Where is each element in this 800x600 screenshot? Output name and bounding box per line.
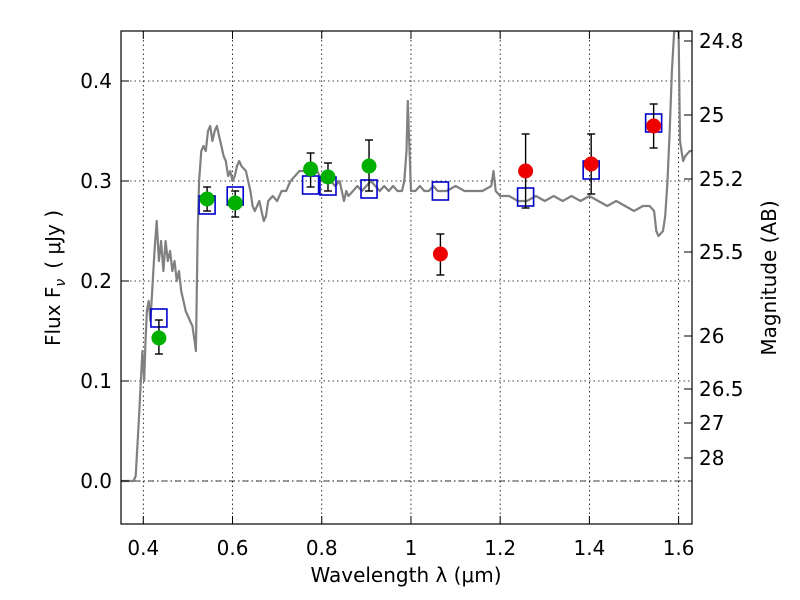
y-axis-label-left: Flux Fν ( μJy ) bbox=[41, 210, 69, 346]
y-axis-label-unit: ( μJy ) bbox=[41, 210, 65, 269]
optical-photometry-point bbox=[227, 195, 243, 211]
y-axis-label-right: Magnitude (AB) bbox=[757, 200, 781, 355]
x-tick-label: 1.4 bbox=[573, 536, 605, 560]
y-tick-label: 0.1 bbox=[80, 369, 112, 393]
right-tick-label: 25 bbox=[699, 103, 724, 127]
plot-frame bbox=[120, 30, 693, 525]
x-tick-label: 0.6 bbox=[217, 536, 249, 560]
x-tick-label: 0.8 bbox=[306, 536, 338, 560]
x-axis-ticks: 0.4 0.6 0.8 1 1.2 1.4 1.6 bbox=[127, 31, 695, 560]
y-axis-label-subscript: ν bbox=[53, 279, 69, 287]
x-tick-label: 1 bbox=[405, 536, 418, 560]
photometry-point-layer bbox=[151, 118, 662, 346]
nir-photometry-point bbox=[432, 246, 448, 262]
right-tick-label: 28 bbox=[699, 446, 724, 470]
x-tick-label: 1.2 bbox=[484, 536, 516, 560]
nir-photometry-point bbox=[646, 118, 662, 134]
optical-photometry-point bbox=[320, 169, 336, 185]
x-axis-label: Wavelength λ (μm) bbox=[310, 563, 501, 587]
x-tick-label: 0.4 bbox=[127, 536, 159, 560]
optical-photometry-point bbox=[199, 191, 215, 207]
right-tick-label: 26.5 bbox=[699, 377, 744, 401]
model-spectrum-line bbox=[121, 31, 692, 483]
y-tick-label: 0.4 bbox=[80, 69, 112, 93]
y-axis-ticks: 0.0 0.1 0.2 0.3 0.4 bbox=[80, 69, 129, 493]
y-tick-label: 0.3 bbox=[80, 169, 112, 193]
y-tick-label: 0.2 bbox=[80, 269, 112, 293]
optical-photometry-point bbox=[151, 330, 167, 346]
right-axis-ticks: 24.8 25 25.2 25.5 26 26.5 27 28 bbox=[684, 29, 744, 470]
y-axis-label-text: Flux F bbox=[41, 287, 65, 346]
right-tick-label: 27 bbox=[699, 411, 724, 435]
nir-photometry-point bbox=[518, 163, 534, 179]
spectrum-layer bbox=[121, 31, 692, 483]
right-tick-label: 26 bbox=[699, 324, 724, 348]
right-tick-label: 24.8 bbox=[699, 29, 744, 53]
y-tick-label: 0.0 bbox=[80, 469, 112, 493]
nir-photometry-point bbox=[583, 156, 599, 172]
right-tick-label: 25.2 bbox=[699, 167, 744, 191]
plot-area bbox=[121, 31, 692, 483]
x-tick-label: 1.6 bbox=[663, 536, 695, 560]
right-tick-label: 25.5 bbox=[699, 240, 744, 264]
optical-photometry-point bbox=[303, 161, 319, 177]
model-photometry-square bbox=[431, 181, 450, 201]
grid-layer bbox=[121, 31, 692, 524]
optical-photometry-point bbox=[361, 158, 377, 174]
